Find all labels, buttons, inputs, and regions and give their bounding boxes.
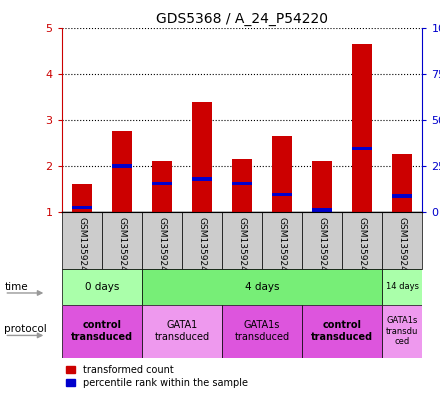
Bar (222, 212, 262, 269)
Bar (152, 182, 172, 185)
Bar (62, 305, 142, 358)
Bar (192, 177, 212, 181)
Text: GSM1359241: GSM1359241 (198, 217, 206, 277)
Bar (352, 147, 372, 150)
Text: 4 days: 4 days (245, 282, 279, 292)
Bar (382, 269, 422, 305)
Bar (192, 102, 212, 212)
Bar (352, 44, 372, 212)
Bar (232, 182, 252, 185)
Bar (382, 212, 422, 269)
Text: GSM1359245: GSM1359245 (318, 217, 326, 277)
Bar (232, 159, 252, 212)
Text: 0 days: 0 days (84, 282, 119, 292)
Text: GATA1s
transdu
ced: GATA1s transdu ced (386, 316, 418, 346)
Bar (72, 206, 92, 209)
Bar (382, 305, 422, 358)
Title: GDS5368 / A_24_P54220: GDS5368 / A_24_P54220 (156, 13, 328, 26)
Bar (262, 212, 302, 269)
Bar (302, 305, 382, 358)
Bar (342, 212, 382, 269)
Text: GSM1359247: GSM1359247 (77, 217, 86, 277)
Bar (112, 164, 132, 168)
Text: GSM1359240: GSM1359240 (158, 217, 166, 277)
Bar (152, 162, 172, 212)
Bar (142, 269, 382, 305)
Bar (62, 212, 102, 269)
Legend: transformed count, percentile rank within the sample: transformed count, percentile rank withi… (66, 365, 248, 388)
Bar (312, 208, 332, 211)
Bar (272, 193, 292, 196)
Text: control
transduced: control transduced (311, 320, 373, 342)
Bar (62, 269, 142, 305)
Text: GSM1359248: GSM1359248 (117, 217, 126, 277)
Bar (222, 305, 302, 358)
Text: protocol: protocol (4, 324, 47, 334)
Bar (102, 212, 142, 269)
Text: GATA1
transduced: GATA1 transduced (154, 320, 209, 342)
Bar (312, 162, 332, 212)
Bar (392, 154, 412, 212)
Text: 14 days: 14 days (386, 283, 419, 291)
Text: GATA1s
transduced: GATA1s transduced (235, 320, 290, 342)
Text: GSM1359243: GSM1359243 (278, 217, 286, 277)
Bar (142, 212, 182, 269)
Text: time: time (4, 282, 28, 292)
Text: control
transduced: control transduced (71, 320, 133, 342)
Bar (72, 184, 92, 212)
Text: GSM1359242: GSM1359242 (238, 217, 246, 277)
Bar (112, 131, 132, 212)
Bar (392, 195, 412, 198)
Text: GSM1359244: GSM1359244 (398, 217, 407, 277)
Bar (272, 136, 292, 212)
Text: GSM1359246: GSM1359246 (358, 217, 367, 277)
Bar (302, 212, 342, 269)
Bar (182, 212, 222, 269)
Bar (142, 305, 222, 358)
